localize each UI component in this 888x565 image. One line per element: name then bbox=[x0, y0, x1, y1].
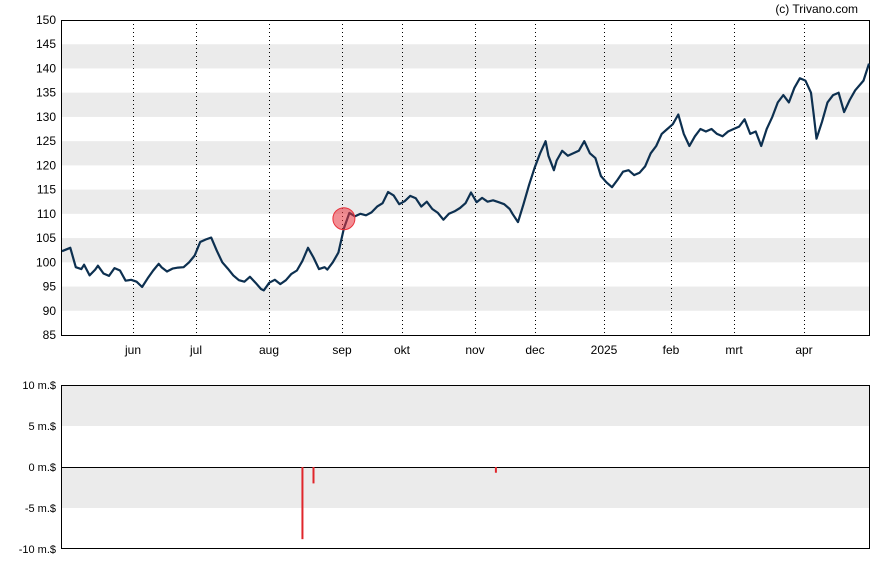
y-tick-label: 90 bbox=[43, 304, 57, 318]
price-band bbox=[62, 141, 869, 166]
y-tick-label: 100 bbox=[36, 255, 56, 269]
volume-bars bbox=[301, 467, 497, 540]
price-x-axis: jun jul aug sep okt nov dec 2025 feb mrt apr bbox=[124, 343, 813, 357]
event-marker bbox=[332, 207, 356, 231]
volume-y-axis: 10 m.$ 5 m.$ 0 m.$ -5 m.$ -10 m.$ bbox=[19, 380, 56, 556]
price-y-axis: 150 145 140 135 130 125 120 115 110 105 100 95 90 85 bbox=[36, 13, 56, 342]
y-tick-label: 95 bbox=[43, 280, 57, 294]
price-panel-bands bbox=[62, 44, 869, 311]
volume-y-tick-label: -10 m.$ bbox=[19, 544, 56, 556]
month-gridlines bbox=[133, 20, 805, 335]
y-tick-label: 110 bbox=[37, 207, 56, 221]
price-panel-frame bbox=[61, 20, 870, 336]
x-tick-label: sep bbox=[332, 343, 352, 357]
price-band bbox=[62, 44, 869, 69]
x-tick-label: mrt bbox=[725, 343, 743, 357]
price-band bbox=[62, 238, 869, 263]
volume-bar bbox=[301, 467, 304, 540]
y-tick-label: 120 bbox=[36, 158, 56, 172]
volume-bar bbox=[312, 467, 315, 484]
x-tick-label: jul bbox=[189, 343, 202, 357]
y-tick-label: 125 bbox=[36, 134, 56, 148]
credit-label: (c) Trivano.com bbox=[775, 2, 858, 16]
price-line bbox=[61, 63, 871, 292]
price-band bbox=[62, 286, 869, 311]
x-tick-label: aug bbox=[259, 343, 279, 357]
y-tick-label: 140 bbox=[36, 61, 56, 75]
volume-panel-bands bbox=[62, 385, 869, 508]
y-tick-label: 85 bbox=[43, 328, 57, 342]
x-tick-label: feb bbox=[663, 343, 680, 357]
x-tick-label: apr bbox=[795, 343, 812, 357]
y-tick-label: 150 bbox=[36, 13, 56, 27]
volume-bar bbox=[494, 467, 497, 473]
volume-y-tick-label: 10 m.$ bbox=[22, 380, 56, 392]
x-tick-label: jun bbox=[124, 343, 141, 357]
y-tick-label: 105 bbox=[36, 231, 56, 245]
y-tick-label: 130 bbox=[36, 110, 56, 124]
volume-band bbox=[62, 467, 869, 508]
y-tick-label: 135 bbox=[36, 86, 56, 100]
x-tick-label: dec bbox=[525, 343, 544, 357]
x-tick-label: nov bbox=[465, 343, 484, 357]
volume-band bbox=[62, 385, 869, 426]
volume-y-tick-label: 0 m.$ bbox=[28, 462, 56, 474]
x-tick-label: okt bbox=[394, 343, 411, 357]
y-tick-label: 145 bbox=[36, 37, 56, 51]
x-tick-label: 2025 bbox=[591, 343, 618, 357]
price-band bbox=[62, 92, 869, 117]
volume-y-tick-label: 5 m.$ bbox=[28, 421, 56, 433]
volume-y-tick-label: -5 m.$ bbox=[25, 503, 56, 515]
y-tick-label: 115 bbox=[37, 183, 56, 197]
